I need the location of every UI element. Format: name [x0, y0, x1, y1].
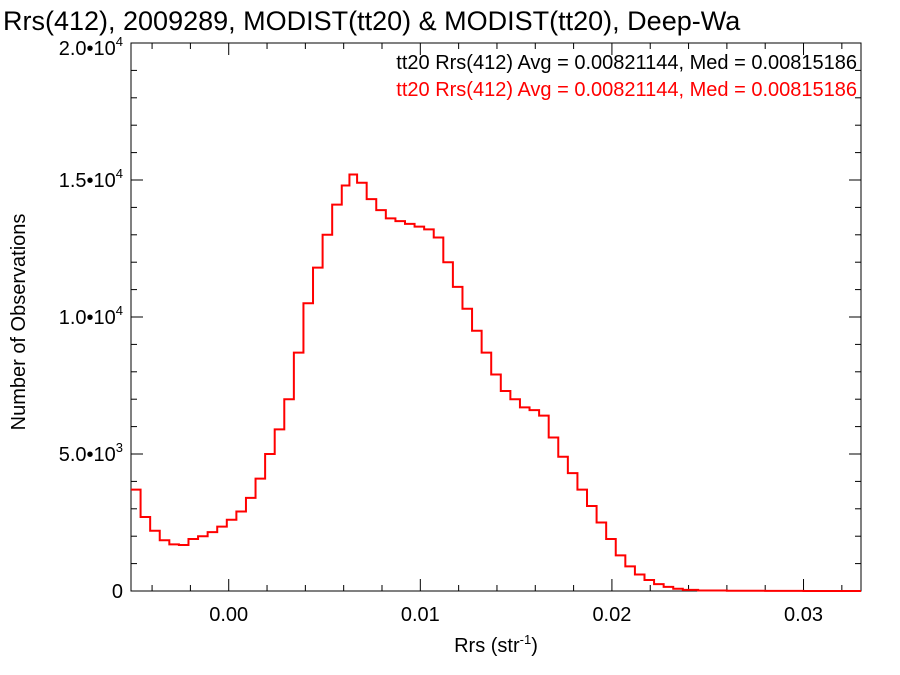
y-tick-mantissa: 2.0•10 — [59, 38, 116, 60]
y-tick-label: 1.0•104 — [59, 303, 123, 329]
annotation-group: tt20 Rrs(412) Avg = 0.00821144, Med = 0.… — [396, 52, 857, 101]
chart-title: Rrs(412), 2009289, MODIST(tt20) & MODIST… — [3, 6, 741, 36]
x-axis-label-superscript: -1 — [520, 632, 532, 647]
y-tick-exponent: 4 — [116, 303, 123, 318]
x-axis-label-text: Rrs (str — [454, 635, 520, 657]
x-tick-label: 0.01 — [401, 604, 440, 626]
y-axis-label: Number of Observations — [8, 214, 30, 431]
y-tick-mantissa: 5.0•10 — [59, 444, 116, 466]
y-tick-mantissa: 1.0•10 — [59, 307, 116, 329]
histogram-line — [131, 173, 861, 592]
x-tick-label: 0.00 — [209, 604, 248, 626]
y-tick-label: 2.0•104 — [59, 34, 123, 60]
annotation-line: tt20 Rrs(412) Avg = 0.00821144, Med = 0.… — [396, 52, 857, 74]
x-axis-label-close: ) — [531, 635, 538, 657]
y-tick-label: 0 — [112, 581, 123, 603]
y-tick-exponent: 4 — [116, 34, 123, 49]
annotation-line: tt20 Rrs(412) Avg = 0.00821144, Med = 0.… — [396, 79, 857, 101]
x-tick-label: 0.02 — [592, 604, 631, 626]
y-tick-label: 1.5•104 — [59, 166, 123, 192]
y-tick-exponent: 3 — [116, 440, 123, 455]
x-axis-tick-labels: 0.00 0.01 0.02 0.03 — [209, 604, 823, 626]
x-axis-label: Rrs (str-1) — [454, 632, 538, 657]
y-tick-mantissa: 1.5•10 — [59, 170, 116, 192]
x-axis-ticks — [151, 43, 843, 591]
x-tick-label: 0.03 — [784, 604, 823, 626]
y-tick-exponent: 4 — [116, 166, 123, 181]
y-tick-mantissa: 0 — [112, 581, 123, 603]
series-group — [131, 173, 861, 592]
y-tick-label: 5.0•103 — [59, 440, 123, 466]
